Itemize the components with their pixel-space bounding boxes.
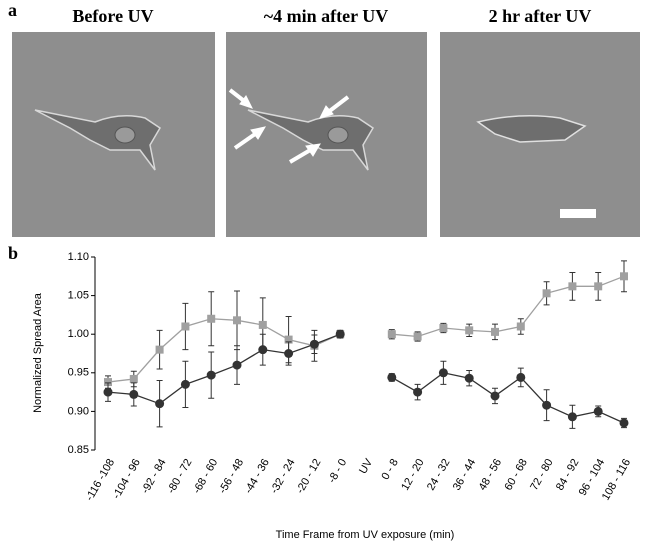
- marker: [490, 391, 500, 401]
- y-tick-label: 1.00: [68, 328, 89, 340]
- marker: [620, 272, 628, 281]
- marker: [567, 412, 577, 422]
- x-tick-label: UV: [357, 456, 375, 476]
- image-title: Before UV: [72, 6, 153, 26]
- marker: [516, 322, 525, 331]
- marker: [593, 406, 603, 416]
- marker: [568, 282, 577, 291]
- x-tick-label: -20 - 12: [294, 457, 323, 496]
- x-tick-label: 24 - 32: [425, 457, 453, 493]
- x-tick-label: 84 - 92: [554, 457, 582, 493]
- marker: [233, 316, 241, 325]
- marker: [181, 322, 190, 331]
- panel-label: a: [8, 0, 17, 20]
- marker: [258, 320, 267, 329]
- panel-label: b: [8, 243, 18, 263]
- marker: [103, 387, 113, 397]
- marker: [465, 326, 474, 335]
- marker: [309, 339, 319, 349]
- y-axis-label: Normalized Spread Area: [32, 292, 44, 413]
- micrograph: [226, 32, 427, 237]
- marker: [207, 314, 216, 323]
- marker: [155, 345, 164, 354]
- marker: [284, 335, 293, 344]
- micrograph: [440, 32, 640, 237]
- marker: [284, 349, 294, 358]
- y-tick-label: 1.05: [68, 290, 89, 302]
- marker: [438, 368, 448, 378]
- marker: [542, 400, 552, 410]
- marker: [491, 327, 499, 336]
- marker: [155, 399, 165, 409]
- marker: [413, 387, 423, 397]
- marker: [104, 378, 112, 387]
- marker: [387, 372, 397, 382]
- marker: [439, 324, 448, 333]
- marker: [413, 332, 422, 341]
- marker: [258, 345, 268, 355]
- y-tick-label: 1.10: [68, 251, 89, 263]
- marker: [542, 289, 551, 298]
- marker: [464, 373, 474, 383]
- x-tick-label: 60 - 68: [502, 457, 530, 493]
- marker: [335, 329, 345, 339]
- x-tick-label: 0 - 8: [380, 457, 401, 482]
- micrograph: [12, 32, 215, 237]
- marker: [619, 418, 629, 428]
- marker: [516, 372, 526, 382]
- marker: [180, 379, 190, 389]
- x-tick-label: 36 - 44: [451, 457, 479, 493]
- marker: [387, 330, 396, 339]
- x-axis-label: Time Frame from UV exposure (min): [276, 529, 455, 541]
- series-line: [107, 275, 625, 383]
- x-tick-label: -8 - 0: [326, 457, 349, 485]
- marker: [206, 370, 216, 380]
- marker: [129, 389, 139, 399]
- x-tick-label: 12 - 20: [399, 457, 427, 493]
- image-title: ~4 min after UV: [264, 6, 389, 26]
- y-tick-label: 0.85: [68, 444, 89, 456]
- x-tick-label: 48 - 56: [477, 457, 505, 493]
- x-tick-label: 72 - 80: [528, 457, 556, 493]
- marker: [232, 360, 242, 370]
- marker: [594, 282, 603, 291]
- series-line: [107, 333, 625, 424]
- y-tick-label: 0.90: [68, 405, 89, 417]
- image-title: 2 hr after UV: [489, 6, 592, 26]
- y-tick-label: 0.95: [68, 367, 89, 379]
- marker: [129, 374, 138, 383]
